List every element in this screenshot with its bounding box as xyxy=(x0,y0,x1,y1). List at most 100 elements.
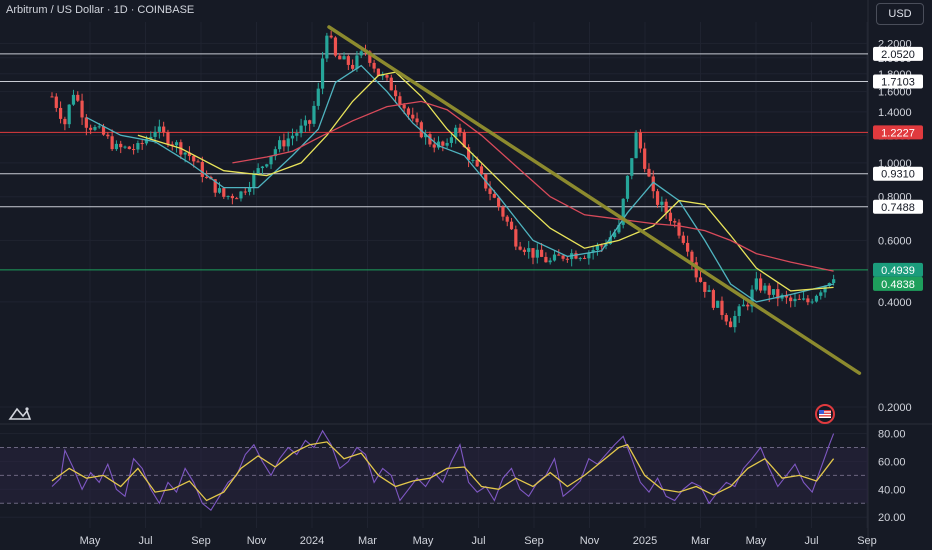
candle-body xyxy=(771,289,776,295)
candle-body xyxy=(479,166,484,175)
candle-body xyxy=(754,278,758,290)
candle-body xyxy=(385,75,389,78)
x-tick-label: May xyxy=(413,535,434,547)
candle-body xyxy=(213,179,217,193)
candle-body xyxy=(698,277,703,282)
candle-body xyxy=(655,191,660,205)
candle-body xyxy=(694,262,698,278)
candle-body xyxy=(621,198,625,225)
candle-body xyxy=(329,35,333,38)
candle-body xyxy=(196,161,200,163)
candle-body xyxy=(793,298,797,302)
candle-body xyxy=(488,188,492,194)
candle-body xyxy=(252,173,256,188)
candle-body xyxy=(424,134,428,138)
candle-body xyxy=(342,56,346,60)
candle-body xyxy=(183,152,187,155)
candle-body xyxy=(316,88,320,106)
y-tick-label: 0.6000 xyxy=(878,235,912,247)
x-tick-label: Nov xyxy=(247,535,267,547)
level-label: 0.9310 xyxy=(881,169,915,181)
candle-body xyxy=(492,193,496,198)
candle-body xyxy=(312,105,316,124)
level-label: 1.7103 xyxy=(881,77,915,89)
y-tick-label: 0.2000 xyxy=(878,402,912,414)
candle-body xyxy=(651,176,655,192)
candle-body xyxy=(278,140,282,150)
x-tick-label: Jul xyxy=(804,535,818,547)
level-label-bg xyxy=(873,166,923,181)
moving-average-line xyxy=(232,100,834,272)
x-tick-label: Jul xyxy=(138,535,152,547)
candle-body xyxy=(527,248,531,252)
candle-body xyxy=(643,148,647,169)
candle-body xyxy=(192,156,196,162)
candle-body xyxy=(750,289,754,307)
candle-body xyxy=(784,295,788,298)
trendline[interactable] xyxy=(327,25,862,375)
level-label-bg xyxy=(873,46,923,61)
candle-body xyxy=(226,195,230,197)
candle-body xyxy=(789,297,793,302)
candle-body xyxy=(728,321,733,328)
candle-body xyxy=(471,159,475,161)
y-tick-label: 0.4000 xyxy=(878,297,912,309)
candle-body xyxy=(381,75,385,77)
candle-body xyxy=(711,290,715,308)
candle-body xyxy=(162,126,166,133)
candle-body xyxy=(673,221,677,223)
candle-body xyxy=(660,201,664,205)
candle-body xyxy=(801,298,806,300)
candle-body xyxy=(514,229,518,247)
candle-body xyxy=(376,68,380,76)
x-tick-label: May xyxy=(80,535,101,547)
level-label: 0.4939 xyxy=(881,265,915,277)
y-tick-label: 1.4000 xyxy=(878,107,912,119)
candle-body xyxy=(303,120,307,126)
candle-body xyxy=(776,289,780,299)
candle-body xyxy=(557,254,561,256)
candle-body xyxy=(428,134,432,145)
moving-average-line xyxy=(137,71,834,292)
candle-body xyxy=(509,221,514,230)
x-tick-label: Sep xyxy=(857,535,877,547)
axes: 0.20000.40000.60000.80001.00001.20001.40… xyxy=(80,38,912,547)
candle-body xyxy=(389,77,393,91)
candle-body xyxy=(97,126,101,128)
candle-body xyxy=(187,152,192,157)
candle-body xyxy=(411,114,415,119)
candle-body xyxy=(763,285,767,291)
candle-body xyxy=(634,132,638,159)
candle-body xyxy=(677,222,681,236)
y-tick-label: 1.6000 xyxy=(878,87,912,99)
candle-body xyxy=(613,232,617,238)
candle-body xyxy=(260,166,265,169)
trendline-line xyxy=(327,25,862,375)
candle-body xyxy=(720,300,724,316)
candle-body xyxy=(402,104,406,109)
candle-body xyxy=(737,306,741,317)
icons xyxy=(8,404,835,424)
candle-body xyxy=(144,139,149,144)
currency-button[interactable]: USD xyxy=(876,3,924,25)
candle-body xyxy=(445,142,449,146)
us-flag-icon[interactable] xyxy=(815,404,835,424)
candle-body xyxy=(587,252,591,259)
candle-body xyxy=(462,132,466,148)
candle-body xyxy=(600,245,604,247)
candle-body xyxy=(243,191,247,193)
tradingview-logo-icon xyxy=(8,407,32,420)
candle-body xyxy=(123,146,127,148)
candle-body xyxy=(703,281,707,292)
x-tick-label: Jul xyxy=(471,535,485,547)
rsi-line xyxy=(51,429,835,512)
candle-body xyxy=(149,136,153,140)
candle-body xyxy=(686,242,690,252)
candle-body xyxy=(93,126,97,130)
candle-body xyxy=(333,37,338,56)
candle-body xyxy=(76,94,80,101)
candle-body xyxy=(247,187,252,192)
candle-body xyxy=(664,201,668,213)
candle-body xyxy=(84,117,88,128)
